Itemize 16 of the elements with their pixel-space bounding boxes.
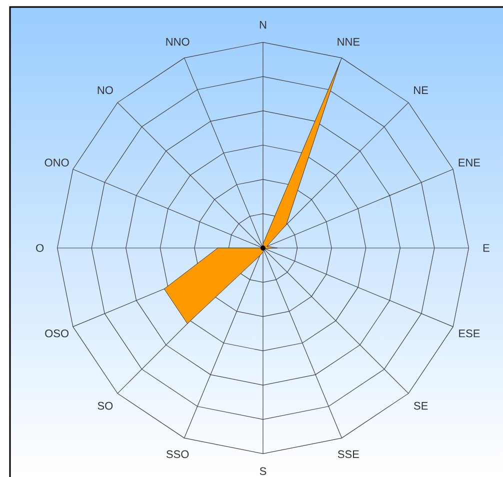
spoke-label: ESE (459, 329, 480, 338)
spoke-label: NNO (166, 38, 190, 46)
spoke-label: ENE (458, 158, 480, 166)
spoke-label: NE (414, 86, 428, 94)
spoke-label: S (260, 467, 266, 476)
spoke-label: E (483, 244, 490, 252)
spoke-label: SSO (166, 450, 189, 458)
spoke-label: OSO (45, 329, 69, 338)
spoke-label: N (260, 21, 266, 29)
spoke-label: NNE (338, 38, 360, 46)
spoke-label: ONO (44, 158, 69, 166)
spoke-label: SO (98, 402, 113, 410)
spoke-label: SSE (338, 450, 359, 458)
spoke-label: NO (98, 86, 113, 94)
spoke-label: O (36, 244, 44, 252)
spoke-label: SE (414, 402, 428, 410)
